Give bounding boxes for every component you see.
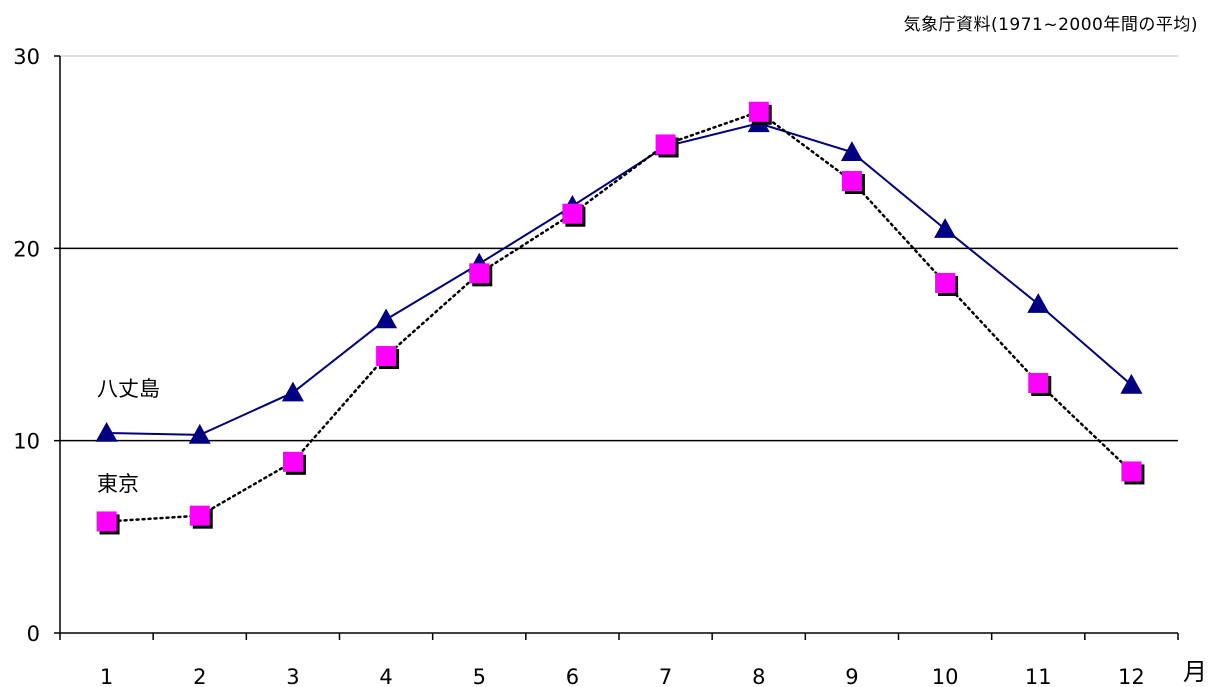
series-markers [95,101,1145,535]
marker-s1-9 [841,171,862,192]
x-tick-label-6: 6 [566,665,579,687]
marker-s0-2 [188,423,211,444]
x-axis-unit: 月 [1183,658,1207,686]
series-label-hachijojima: 八丈島 [97,377,160,401]
marker-s0-3 [281,381,304,402]
x-tick-label-11: 11 [1025,665,1052,687]
marker-s0-9 [840,141,863,161]
marker-s0-10 [934,218,957,238]
x-tick-label-12: 12 [1118,665,1145,687]
axes [54,55,1179,640]
marker-s1-2 [189,505,210,526]
y-tick-label-30: 30 [13,45,40,69]
y-tick-label-10: 10 [13,430,40,454]
marker-s0-1 [95,421,118,442]
marker-s1-8 [748,101,769,122]
x-tick-label-8: 8 [752,665,765,687]
x-tick-label-4: 4 [379,665,392,687]
y-tick-label-0: 0 [27,622,40,646]
marker-s1-10 [935,272,956,293]
x-tick-label-3: 3 [286,665,299,687]
marker-s1-4 [376,346,397,367]
marker-s1-1 [96,511,117,532]
marker-s1-3 [282,451,303,472]
marker-s0-4 [375,308,398,329]
series-line-0 [106,122,1133,436]
y-tick-label-20: 20 [13,237,40,261]
marker-s1-6 [562,203,583,224]
series-lines [105,110,1133,523]
x-tick-label-9: 9 [845,665,858,687]
source-note: 気象庁資料(1971~2000年間の平均) [903,15,1198,35]
x-tick-label-2: 2 [193,665,206,687]
marker-s0-11 [1027,293,1050,313]
gridlines [60,55,1178,442]
marker-s1-12 [1121,461,1142,482]
marker-s0-12 [1120,373,1143,394]
marker-s1-11 [1028,372,1049,393]
x-tick-label-1: 1 [100,665,113,687]
x-tick-label-10: 10 [932,665,959,687]
series-line-1 [105,110,1133,523]
marker-s1-5 [469,263,490,284]
x-tick-label-7: 7 [659,665,672,687]
series-label-tokyo: 東京 [97,472,139,496]
marker-s1-7 [655,134,676,155]
x-tick-label-5: 5 [473,665,486,687]
